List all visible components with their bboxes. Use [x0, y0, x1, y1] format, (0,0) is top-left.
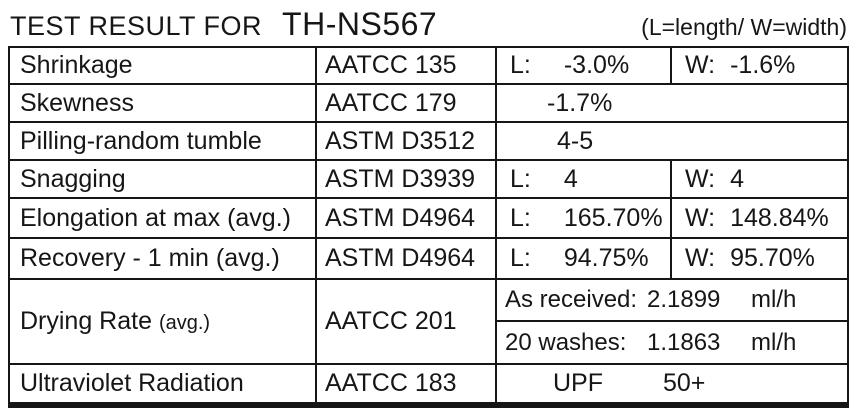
condition-value: 1.1863 [647, 328, 721, 356]
condition-label: 20 washes: [505, 328, 627, 356]
length-value: 94.75% [563, 244, 649, 272]
length-value: -3.0% [563, 51, 630, 79]
upf-label: UPF [553, 369, 603, 397]
report-header: TEST RESULT FOR TH-NS567 (L=length/ W=wi… [0, 0, 856, 46]
table-row-skewness: Skewness AATCC 179 -1.7% [8, 83, 849, 123]
test-name: Elongation at max (avg.) [8, 197, 317, 239]
table-row-pilling: Pilling-random tumble ASTM D3512 4-5 [8, 121, 849, 161]
results-table: Shrinkage AATCC 135 L: -3.0% W: -1.6% Skew… [8, 46, 849, 408]
table-row-shrinkage: Shrinkage AATCC 135 L: -3.0% W: -1.6% [8, 46, 849, 85]
test-method: AATCC 135 [315, 46, 497, 85]
width-value: 4 [730, 164, 744, 193]
condition-label: As received: [505, 286, 638, 313]
condition-unit: ml/h [751, 286, 797, 313]
condition-value: 2.1899 [647, 286, 721, 313]
test-method: AATCC 179 [315, 83, 497, 123]
test-name: Pilling-random tumble [8, 121, 317, 161]
table-row-drying-rate: Drying Rate (avg.) AATCC 201 As received… [8, 278, 849, 365]
test-method: ASTM D3939 [315, 159, 497, 199]
length-value: 4 [563, 164, 578, 193]
length-result-cell: L: 165.70% [495, 197, 672, 239]
test-name: Skewness [8, 83, 317, 123]
upf-value: 50+ [663, 369, 706, 397]
product-code: TH-NS567 [282, 6, 438, 42]
test-name: Recovery - 1 min (avg.) [8, 237, 317, 280]
length-value: 165.70% [563, 203, 663, 232]
width-label: W: [685, 51, 716, 79]
test-name: Shrinkage [8, 46, 317, 85]
length-label: L: [510, 164, 531, 193]
table-row-elongation: Elongation at max (avg.) ASTM D4964 L: 16… [8, 197, 849, 239]
legend-note: (L=length/ W=width) [641, 14, 847, 40]
test-method: ASTM D3512 [315, 121, 497, 161]
width-result-cell: W: 4 [670, 159, 849, 199]
condition-unit: ml/h [751, 328, 797, 356]
test-report-document: TEST RESULT FOR TH-NS567 (L=length/ W=wi… [0, 0, 856, 408]
test-method: AATCC 201 [315, 278, 497, 365]
test-name: Ultraviolet Radiation [8, 363, 317, 406]
width-label: W: [685, 203, 716, 232]
length-result-cell: L: -3.0% [495, 46, 672, 85]
table-row-recovery: Recovery - 1 min (avg.) ASTM D4964 L: 94.… [8, 237, 849, 280]
width-value: -1.6% [730, 51, 796, 79]
result-cell: 4-5 [495, 121, 849, 161]
width-result-cell: W: 95.70% [670, 237, 849, 280]
test-name-suffix: (avg.) [158, 312, 211, 334]
result-cell-as-received: As received: 2.1899 ml/h [495, 278, 849, 322]
length-result-cell: L: 94.75% [495, 237, 672, 280]
width-result-cell: W: -1.6% [670, 46, 849, 85]
length-result-cell: L: 4 [495, 159, 672, 199]
length-label: L: [510, 244, 531, 272]
width-result-cell: W: 148.84% [670, 197, 849, 239]
table-row-ultraviolet: Ultraviolet Radiation AATCC 183 UPF 50+ [8, 363, 849, 406]
width-value: 95.70% [730, 244, 815, 272]
table-row-drying-rate-washed: 20 washes: 1.1863 ml/h [9, 320, 849, 365]
result-cell-upf: UPF 50+ [495, 363, 849, 406]
test-name: Snagging [8, 159, 317, 199]
table-row-snagging: Snagging ASTM D3939 L: 4 W: 4 [8, 159, 849, 199]
result-cell-20-washes: 20 washes: 1.1863 ml/h [495, 320, 849, 365]
test-name: Drying Rate (avg.) [8, 278, 317, 365]
test-name-text: Drying Rate [20, 307, 152, 335]
test-method: AATCC 183 [315, 363, 497, 406]
width-label: W: [685, 164, 716, 193]
result-cell: -1.7% [495, 83, 849, 123]
length-label: L: [510, 51, 531, 79]
report-title: TEST RESULT FOR [10, 11, 263, 41]
test-method: ASTM D4964 [315, 237, 497, 280]
test-method: ASTM D4964 [315, 197, 497, 239]
width-label: W: [685, 244, 716, 272]
length-label: L: [510, 203, 531, 232]
width-value: 148.84% [730, 203, 829, 232]
